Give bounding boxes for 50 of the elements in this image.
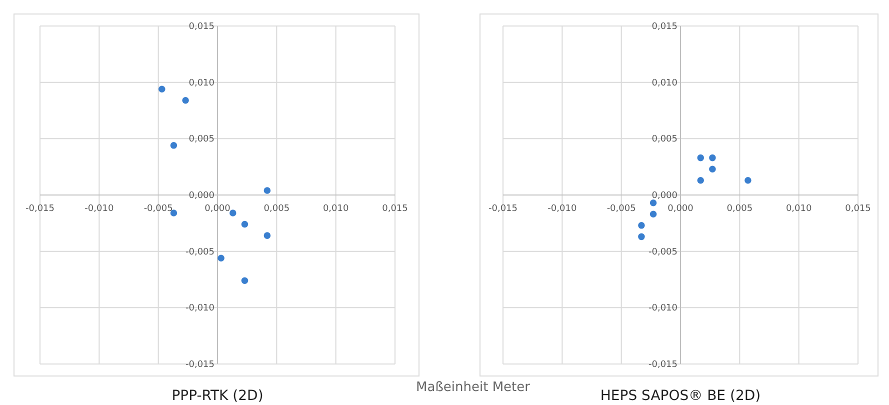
- x-tick-label: -0,015: [488, 204, 518, 214]
- x-tick-label: -0,005: [144, 204, 173, 214]
- x-tick-label: -0,010: [84, 204, 114, 214]
- point: [230, 210, 236, 216]
- y-tick-label: 0,010: [652, 78, 678, 88]
- y-tick-label: 0,010: [188, 78, 215, 88]
- point: [744, 176, 752, 184]
- x-tick-label: -0,015: [25, 204, 55, 214]
- x-tick-label: 0,015: [845, 204, 871, 214]
- y-tick-label: 0,005: [188, 134, 214, 145]
- text: Maßeinheit Meter: [416, 380, 531, 395]
- point: [241, 220, 248, 228]
- point: [241, 277, 248, 284]
- x-tick-label: 0,015: [382, 204, 408, 214]
- point: [697, 154, 704, 162]
- y-tick-label: -0,005: [648, 247, 678, 258]
- x-tick-label: 0,000: [204, 204, 231, 214]
- point: [264, 232, 271, 239]
- y-tick-label: -0,015: [648, 360, 678, 370]
- point: [709, 166, 716, 172]
- x-tick-label: 0,000: [668, 204, 694, 214]
- point: [697, 176, 704, 184]
- x-tick-label: 0,005: [726, 204, 753, 214]
- text: HEPS SAPOS® BE (2D): [600, 388, 761, 404]
- x-tick-label: 0,005: [264, 204, 290, 214]
- text: PPP-RTK (2D): [172, 388, 264, 404]
- point: [650, 210, 657, 218]
- point: [638, 233, 645, 240]
- point: [650, 200, 657, 206]
- point: [638, 222, 645, 229]
- y-tick-label: 0,000: [652, 191, 678, 201]
- point: [264, 187, 271, 194]
- point: [218, 254, 224, 262]
- x-tick-label: -0,010: [548, 204, 577, 214]
- y-tick-label: -0,010: [648, 304, 678, 314]
- x-tick-label: -0,005: [606, 204, 636, 214]
- y-tick-label: 0,000: [188, 191, 215, 201]
- y-tick-label: 0,005: [652, 134, 678, 145]
- y-tick-label: -0,015: [185, 360, 214, 370]
- y-tick-label: 0,015: [188, 22, 214, 32]
- point: [158, 86, 166, 92]
- x-tick-label: 0,010: [786, 204, 812, 214]
- y-tick-label: -0,010: [185, 304, 215, 314]
- point: [170, 142, 178, 149]
- y-tick-label: -0,005: [185, 247, 214, 258]
- point: [182, 96, 189, 104]
- point: [709, 154, 716, 162]
- point: [170, 210, 178, 216]
- x-tick-label: 0,010: [322, 204, 349, 214]
- y-tick-label: 0,015: [652, 22, 678, 32]
